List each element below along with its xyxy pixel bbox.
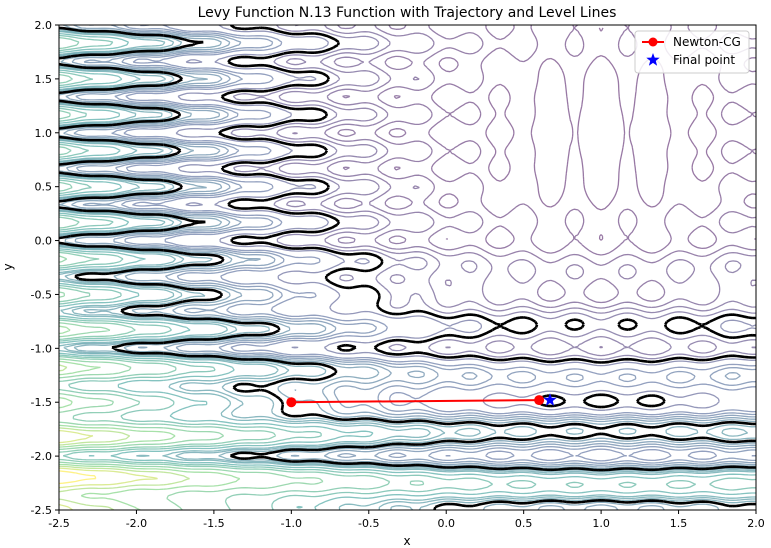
contour-line bbox=[292, 25, 756, 349]
x-tick-label: 1.0 bbox=[592, 517, 610, 530]
contour-line bbox=[111, 25, 756, 464]
x-tick-label: 0.5 bbox=[515, 517, 533, 530]
y-tick-label: 0.0 bbox=[35, 235, 53, 248]
y-tick-label: -2.0 bbox=[31, 450, 52, 463]
y-tick-label: 1.0 bbox=[35, 127, 53, 140]
contour-line bbox=[123, 25, 756, 462]
y-tick-label: 2.0 bbox=[35, 19, 53, 32]
legend-newton-label: Newton-CG bbox=[673, 35, 741, 49]
contour-line bbox=[59, 429, 158, 510]
legend-final-point-marker bbox=[646, 53, 660, 66]
contour-line bbox=[59, 364, 190, 510]
x-tick-label: -1.0 bbox=[281, 517, 302, 530]
newton-cg-trajectory-line bbox=[291, 399, 540, 404]
contour-line bbox=[175, 25, 756, 411]
contour-line bbox=[485, 27, 717, 241]
x-tick-label: -1.5 bbox=[203, 517, 224, 530]
legend-newton-marker bbox=[648, 37, 658, 47]
contour-line bbox=[59, 29, 756, 510]
y-axis: -2.5 -2.0 -1.5 -1.0 -0.5 0.0 0.5 1.0 1.5 2.0 bbox=[31, 19, 59, 517]
trajectory-layer bbox=[286, 393, 557, 408]
contour-line bbox=[59, 325, 241, 510]
contour-line bbox=[59, 34, 756, 510]
contour-line bbox=[63, 25, 756, 510]
legend: Newton-CG Final point bbox=[634, 30, 750, 74]
final-point-marker bbox=[543, 393, 557, 406]
highlighted-level-lines bbox=[59, 25, 756, 510]
contour-lines bbox=[59, 25, 756, 510]
y-axis-label: y bbox=[1, 263, 15, 270]
contour-line bbox=[59, 255, 324, 510]
y-tick-label: -1.0 bbox=[31, 342, 52, 355]
y-tick-label: -0.5 bbox=[31, 288, 52, 301]
highlighted-contour-line bbox=[218, 25, 756, 409]
x-tick-label: -2.0 bbox=[126, 517, 147, 530]
plot-frame bbox=[58, 24, 757, 511]
y-tick-label: 1.5 bbox=[35, 73, 53, 86]
y-tick-label: -1.5 bbox=[31, 396, 52, 409]
x-axis-label: x bbox=[403, 534, 410, 548]
contour-line bbox=[59, 30, 756, 510]
contour-line bbox=[276, 25, 756, 357]
contour-line bbox=[59, 470, 97, 485]
x-tick-label: 2.0 bbox=[747, 517, 765, 530]
contour-line bbox=[59, 25, 756, 510]
chart-title: Levy Function N.13 Function with Traject… bbox=[198, 5, 617, 21]
y-tick-label: -2.5 bbox=[31, 504, 52, 517]
legend-final-point-label: Final point bbox=[673, 53, 735, 67]
y-tick-label: 0.5 bbox=[35, 181, 53, 194]
x-tick-label: -2.5 bbox=[48, 517, 69, 530]
x-tick-label: 1.5 bbox=[670, 517, 688, 530]
contour-line bbox=[59, 32, 756, 510]
contour-line bbox=[230, 25, 756, 360]
contour-line bbox=[59, 36, 425, 510]
contour-line bbox=[388, 25, 756, 256]
x-tick-label: 0.0 bbox=[437, 517, 455, 530]
x-tick-label: -0.5 bbox=[358, 517, 379, 530]
newton-cg-point bbox=[534, 395, 545, 406]
newton-cg-point bbox=[286, 397, 297, 408]
x-axis: -2.5 -2.0 -1.5 -1.0 -0.5 0.0 0.5 1.0 1.5 2.0 bbox=[48, 510, 765, 530]
contour-line bbox=[73, 25, 756, 466]
